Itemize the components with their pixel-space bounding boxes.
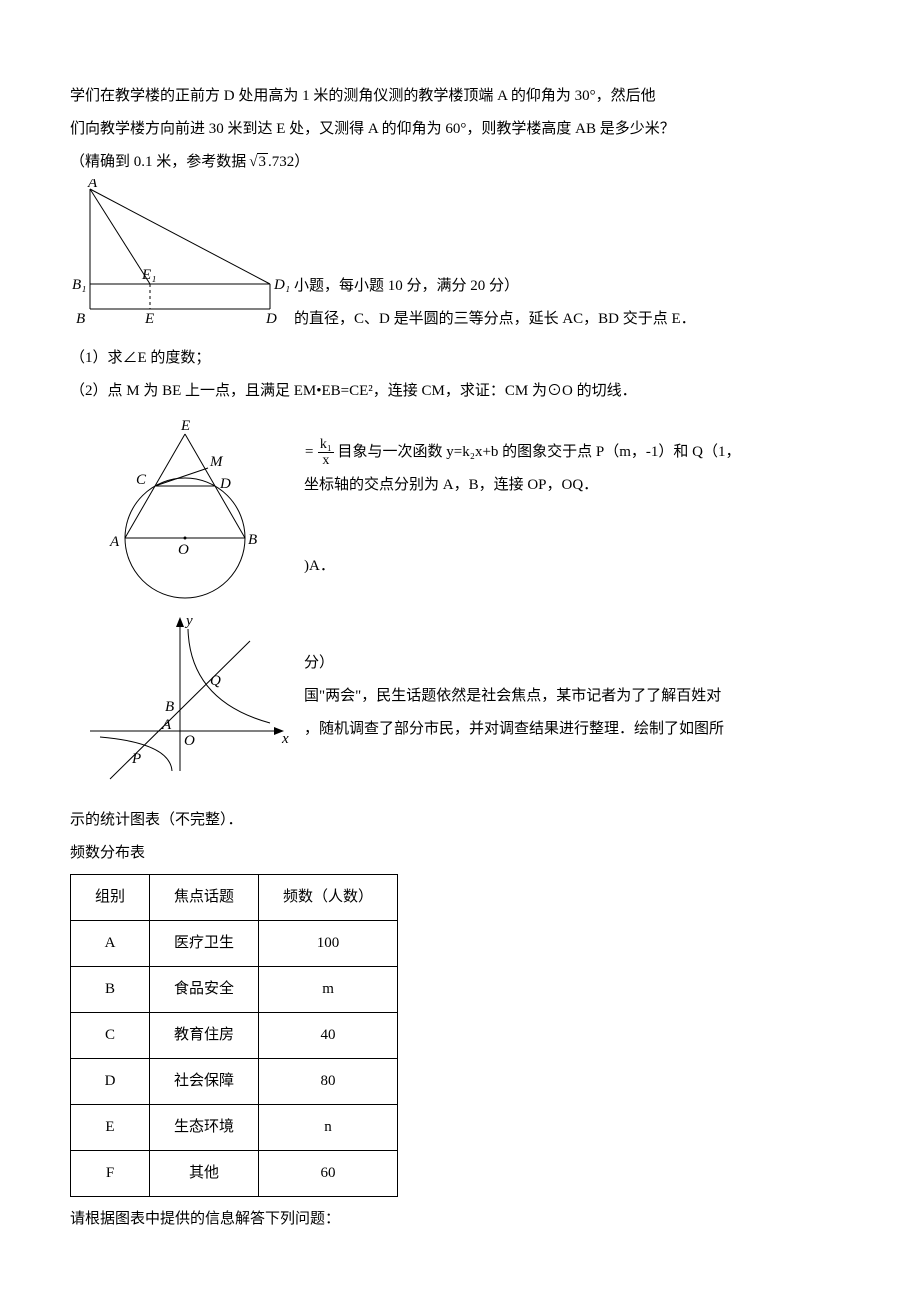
label-A: A xyxy=(87,179,98,191)
paragraph-line: 的直径，C、D 是半圆的三等分点，延长 AC，BD 交于点 E． xyxy=(294,303,850,336)
label-E: E xyxy=(144,311,154,327)
frequency-table: 组别 焦点话题 频数（人数） A医疗卫生100 B食品安全m C教育住房40 D… xyxy=(70,874,398,1197)
table-cell: 40 xyxy=(259,1013,398,1059)
text-fragment: 732） xyxy=(272,154,310,170)
figure-row: A B₁ E₁ D₁ B E D 小题，每小题 10 分，满分 20 分） 的直… xyxy=(70,179,850,342)
paragraph-line: 们向教学楼方向前进 30 米到达 E 处，又测得 A 的仰角为 60°，则教学楼… xyxy=(70,113,850,146)
figure-circle: E M C D A O B xyxy=(70,408,300,621)
table-cell: D xyxy=(71,1059,150,1105)
label-P: P xyxy=(131,751,141,767)
paragraph-line: ，随机调查了部分市民，并对调查结果进行整理．绘制了如图所 xyxy=(304,713,850,746)
sqrt-icon: 3 xyxy=(246,146,268,179)
paragraph-line: = k₁x 目象与一次函数 y=k₂x+b 的图象交于点 P（m，-1）和 Q（… xyxy=(304,436,850,469)
label-D: D xyxy=(219,476,231,492)
table-header-row: 组别 焦点话题 频数（人数） xyxy=(71,875,398,921)
table-title: 频数分布表 xyxy=(70,837,850,870)
table-cell: 生态环境 xyxy=(150,1105,259,1151)
label-y: y xyxy=(184,613,193,629)
table-cell: 食品安全 xyxy=(150,967,259,1013)
label-x: x xyxy=(281,731,289,747)
label-O: O xyxy=(178,542,189,558)
label-O: O xyxy=(184,733,195,749)
text-fragment: = xyxy=(304,444,314,460)
label-A: A xyxy=(109,534,120,550)
table-row: B食品安全m xyxy=(71,967,398,1013)
paragraph-line: 请根据图表中提供的信息解答下列问题： xyxy=(70,1203,850,1236)
table-cell: C xyxy=(71,1013,150,1059)
label-D1: D₁ xyxy=(273,277,290,293)
fraction: k₁x xyxy=(318,437,334,469)
label-B1: B₁ xyxy=(72,277,86,293)
figure-axes: y x O A B Q P xyxy=(70,611,300,804)
table-cell: 医疗卫生 xyxy=(150,921,259,967)
paragraph-line: （精确到 0.1 米，参考数据3.732） xyxy=(70,146,850,179)
section-header: 小题，每小题 10 分，满分 20 分） xyxy=(294,270,850,303)
label-B: B xyxy=(76,311,85,327)
table-cell: 其他 xyxy=(150,1151,259,1197)
table-cell: A xyxy=(71,921,150,967)
figure-row: E M C D A O B = k₁x 目象与一次函数 y=k₂x+b 的图象交… xyxy=(70,408,850,621)
figure-row: y x O A B Q P 分） 国"两会"，民生话题依然是社会焦点，某市记者为… xyxy=(70,611,850,804)
table-cell: 教育住房 xyxy=(150,1013,259,1059)
label-Q: Q xyxy=(210,673,221,689)
table-row: F其他60 xyxy=(71,1151,398,1197)
paragraph-line: 示的统计图表（不完整）． xyxy=(70,804,850,837)
label-D: D xyxy=(265,311,277,327)
table-header: 焦点话题 xyxy=(150,875,259,921)
label-E: E xyxy=(180,418,190,434)
table-header: 组别 xyxy=(71,875,150,921)
question-item: （1）求∠E 的度数； xyxy=(70,342,850,375)
question-item: （2）点 M 为 BE 上一点，且满足 EM•EB=CE²，连接 CM，求证：C… xyxy=(70,375,850,408)
table-cell: 80 xyxy=(259,1059,398,1105)
text-fragment: （精确到 0.1 米，参考数据 xyxy=(70,154,246,170)
table-cell: n xyxy=(259,1105,398,1151)
paragraph-line: 分） xyxy=(304,647,850,680)
label-M: M xyxy=(209,454,224,470)
table-cell: F xyxy=(71,1151,150,1197)
table-row: D社会保障80 xyxy=(71,1059,398,1105)
table-cell: E xyxy=(71,1105,150,1151)
table-cell: 60 xyxy=(259,1151,398,1197)
paragraph-line: )A． xyxy=(304,550,850,583)
table-header: 频数（人数） xyxy=(259,875,398,921)
table-row: E生态环境n xyxy=(71,1105,398,1151)
table-cell: B xyxy=(71,967,150,1013)
label-A: A xyxy=(161,717,172,733)
label-B: B xyxy=(165,699,174,715)
paragraph-line: 学们在教学楼的正前方 D 处用高为 1 米的测角仪测的教学楼顶端 A 的仰角为 … xyxy=(70,80,850,113)
paragraph-line: 国"两会"，民生话题依然是社会焦点，某市记者为了了解百姓对 xyxy=(304,680,850,713)
table-row: A医疗卫生100 xyxy=(71,921,398,967)
table-cell: 社会保障 xyxy=(150,1059,259,1105)
table-cell: 100 xyxy=(259,921,398,967)
text-fragment: 目象与一次函数 y=k₂x+b 的图象交于点 P（m，-1）和 Q（1， xyxy=(338,444,741,460)
label-E1: E₁ xyxy=(141,267,156,283)
table-row: C教育住房40 xyxy=(71,1013,398,1059)
paragraph-line: 坐标轴的交点分别为 A，B，连接 OP，OQ． xyxy=(304,469,850,502)
label-B: B xyxy=(248,532,257,548)
figure-building: A B₁ E₁ D₁ B E D xyxy=(70,179,290,342)
table-cell: m xyxy=(259,967,398,1013)
label-C: C xyxy=(136,472,147,488)
